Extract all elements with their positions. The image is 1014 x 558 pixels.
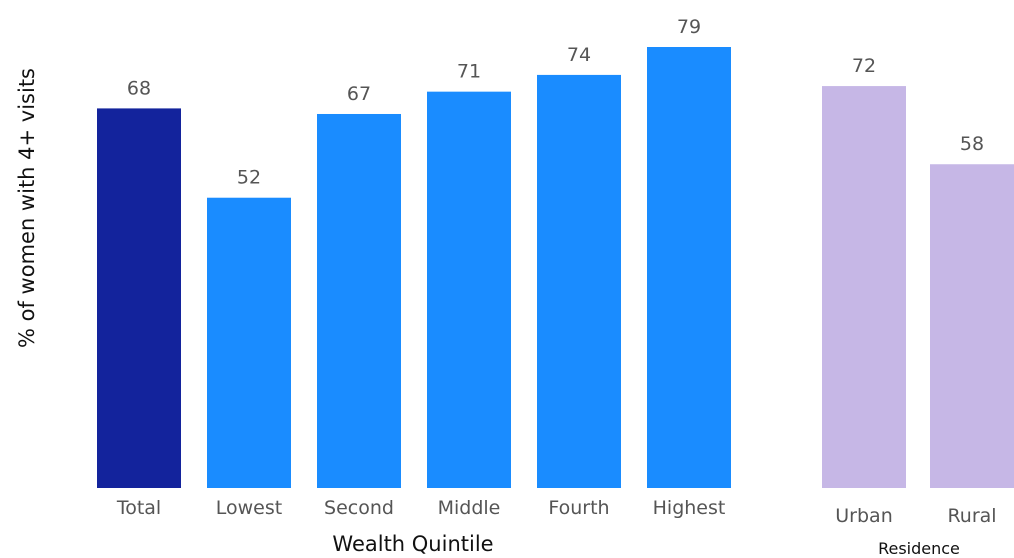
value-label-fourth: 74 [567, 44, 591, 66]
category-label-second: Second [324, 497, 394, 519]
bar-total [97, 108, 181, 488]
value-label-urban: 72 [852, 55, 876, 77]
value-label-lowest: 52 [237, 167, 261, 189]
bar-fourth [537, 74, 621, 489]
category-label-middle: Middle [438, 497, 501, 519]
bar-urban [822, 86, 906, 488]
bar-second [317, 113, 401, 489]
wealth-quintile-axis-title: Wealth Quintile [332, 532, 493, 556]
value-label-total: 68 [127, 77, 151, 99]
bars: 68 Total 52 Lowest 67 Second 71 Middle 74 Fourth 7… [97, 16, 1014, 527]
y-axis-title: % of women with 4+ visits [15, 68, 39, 348]
bar-highest [647, 47, 731, 488]
residence-axis-title: Residence [878, 539, 960, 558]
value-label-rural: 58 [960, 133, 984, 155]
category-label-total: Total [116, 497, 161, 519]
bar-rural [930, 164, 1014, 488]
category-label-lowest: Lowest [216, 497, 282, 519]
category-label-urban: Urban [835, 505, 892, 527]
bar-lowest [207, 197, 291, 489]
value-label-highest: 79 [677, 16, 701, 38]
value-label-middle: 71 [457, 61, 481, 83]
category-label-highest: Highest [653, 497, 726, 519]
value-label-second: 67 [347, 83, 371, 105]
category-label-rural: Rural [947, 505, 996, 527]
category-label-fourth: Fourth [548, 497, 609, 519]
bar-middle [427, 91, 511, 488]
